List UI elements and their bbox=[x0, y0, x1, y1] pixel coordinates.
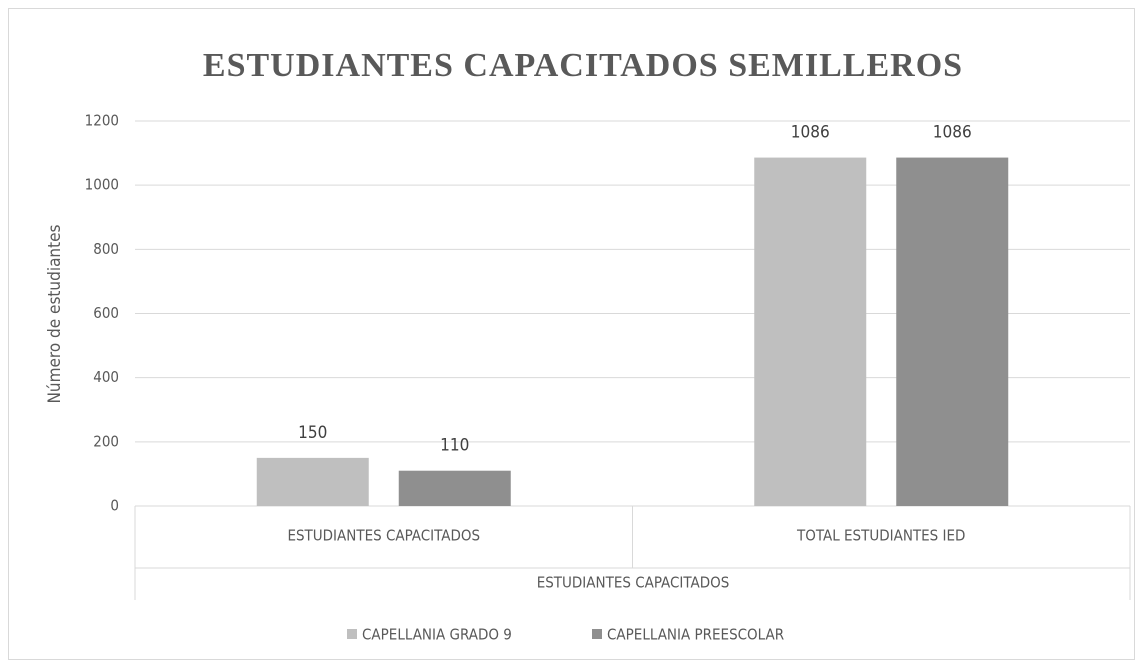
y-tick-label: 1200 bbox=[85, 112, 119, 130]
y-tick-label: 400 bbox=[93, 368, 119, 386]
bar bbox=[896, 157, 1009, 506]
legend-label: CAPELLANIA PREESCOLAR bbox=[607, 626, 784, 644]
bar bbox=[256, 457, 369, 506]
y-tick-label: 0 bbox=[110, 497, 119, 515]
legend-label: CAPELLANIA GRADO 9 bbox=[362, 626, 512, 644]
y-axis-label: Número de estudiantes bbox=[45, 224, 65, 403]
y-tick-label: 800 bbox=[93, 240, 119, 258]
bar bbox=[398, 470, 511, 506]
legend-swatch bbox=[592, 629, 602, 639]
bar bbox=[754, 157, 867, 506]
data-label: 110 bbox=[440, 436, 469, 456]
x-tick-label: ESTUDIANTES CAPACITADOS bbox=[287, 527, 480, 545]
legend-swatch bbox=[347, 629, 357, 639]
x-group-label: ESTUDIANTES CAPACITADOS bbox=[537, 574, 730, 592]
y-tick-label: 600 bbox=[93, 304, 119, 322]
y-tick-label: 1000 bbox=[85, 176, 119, 194]
data-label: 1086 bbox=[791, 123, 830, 143]
chart-title: ESTUDIANTES CAPACITADOS SEMILLEROS bbox=[203, 47, 963, 84]
data-label: 150 bbox=[298, 423, 327, 443]
y-tick-label: 200 bbox=[93, 432, 119, 450]
x-tick-label: TOTAL ESTUDIANTES IED bbox=[796, 527, 965, 545]
data-label: 1086 bbox=[933, 123, 972, 143]
